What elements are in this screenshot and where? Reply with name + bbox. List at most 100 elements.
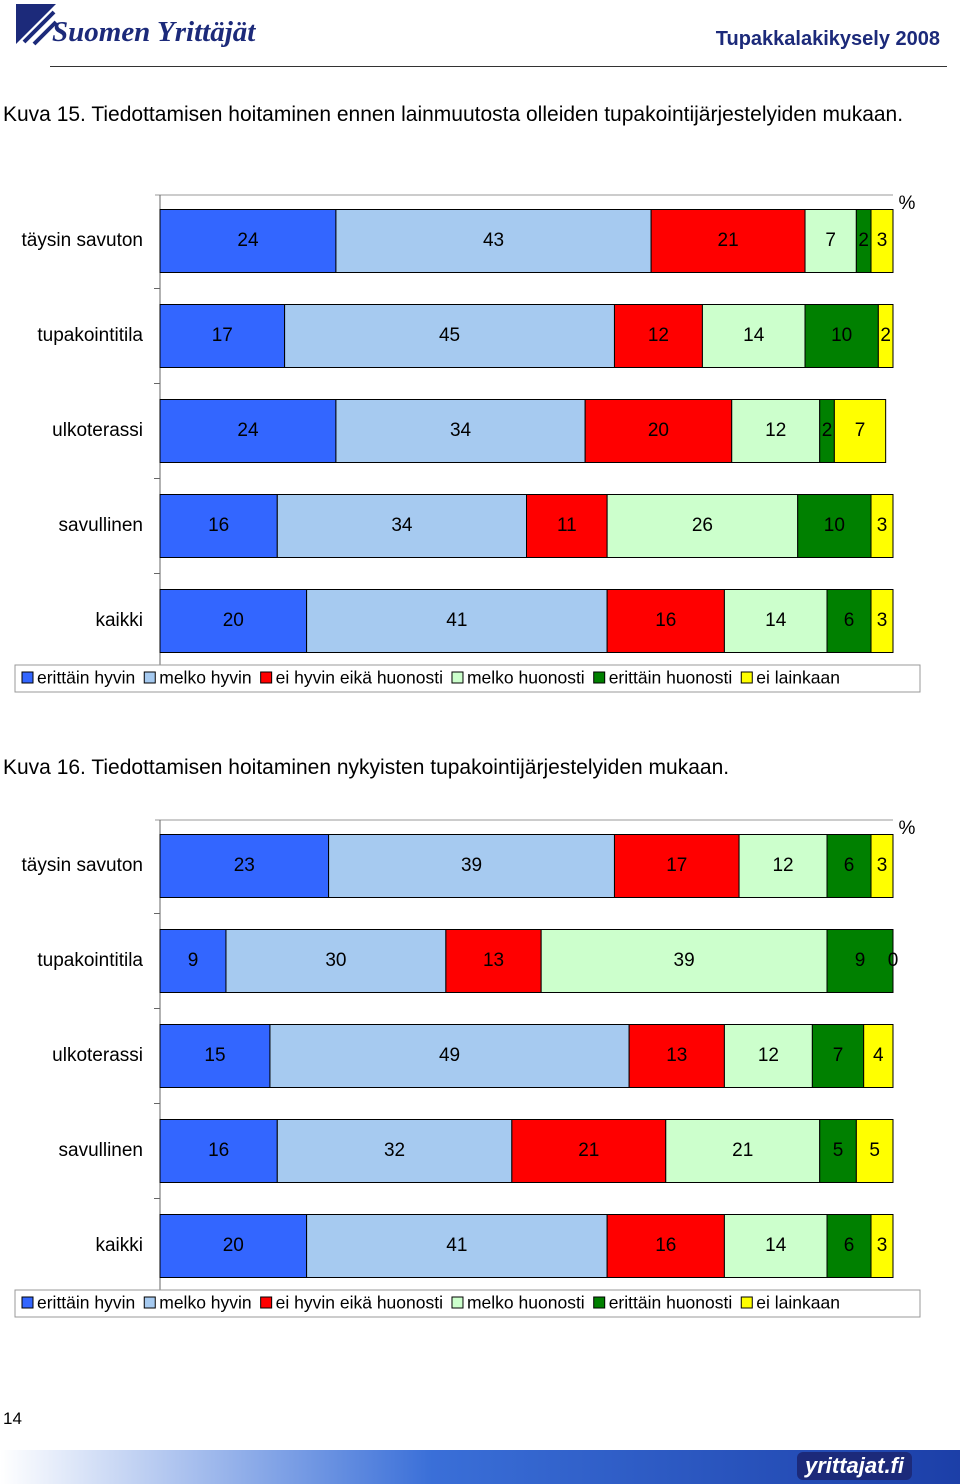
logo-text: Suomen Yrittäjät	[52, 16, 256, 48]
bar-segment	[606, 589, 725, 653]
value-label: 32	[384, 1140, 405, 1161]
value-label: 30	[325, 950, 346, 971]
value-label: 41	[446, 610, 467, 631]
value-label: 16	[208, 515, 229, 536]
legend-label: ei lainkaan	[756, 668, 840, 688]
legend-label: melko hyvin	[159, 668, 251, 688]
value-label: 5	[869, 1140, 880, 1161]
bar-segment	[306, 589, 608, 653]
category-label: kaikki	[95, 610, 143, 631]
value-label: 3	[877, 1235, 888, 1256]
category-label: savullinen	[59, 515, 144, 536]
value-label: 2	[822, 420, 833, 441]
bar-segment	[225, 929, 447, 993]
page-number: 14	[3, 1409, 22, 1428]
value-label: 6	[844, 855, 855, 876]
legend-swatch	[740, 671, 753, 684]
category-label: savullinen	[59, 1140, 144, 1161]
bar-segment	[833, 399, 887, 463]
value-label: 41	[446, 1235, 467, 1256]
bar-segment	[877, 304, 894, 368]
bar-segment	[826, 589, 872, 653]
value-label: 24	[237, 420, 259, 441]
value-label: 26	[692, 515, 713, 536]
value-label: 10	[831, 325, 852, 346]
value-label: 34	[391, 515, 413, 536]
legend-swatch	[451, 671, 464, 684]
legend-label: erittäin hyvin	[37, 1293, 135, 1313]
value-label: 21	[732, 1140, 753, 1161]
value-label: 7	[855, 420, 866, 441]
value-label: 49	[439, 1045, 460, 1066]
value-label: 3	[877, 610, 888, 631]
bar-segment	[276, 494, 527, 558]
caption: Kuva 15. Tiedottamisen hoitaminen ennen …	[3, 103, 904, 126]
value-label: 20	[223, 610, 244, 631]
bar-segment	[804, 209, 857, 273]
bar-segment	[328, 834, 615, 898]
bar-segment	[159, 1024, 271, 1088]
legend-box	[14, 664, 921, 693]
value-label: 3	[877, 515, 888, 536]
value-label: 16	[655, 1235, 676, 1256]
caption: Kuva 16. Tiedottamisen hoitaminen nykyis…	[3, 756, 730, 779]
value-label: 20	[648, 420, 669, 441]
bar-segment	[159, 929, 227, 993]
bar-segment	[723, 589, 828, 653]
bar-segment	[159, 589, 308, 653]
value-label: 13	[483, 950, 504, 971]
legend-swatch	[21, 1296, 34, 1309]
value-label: 12	[772, 855, 793, 876]
value-label: 23	[234, 855, 255, 876]
value-label: 12	[758, 1045, 779, 1066]
bar-segment	[276, 1119, 513, 1183]
value-label: 9	[855, 950, 866, 971]
legend-label: erittäin huonosti	[609, 668, 733, 688]
bar-segment	[159, 494, 278, 558]
value-label: 43	[483, 230, 504, 251]
category-label: kaikki	[95, 1235, 143, 1256]
value-label: 6	[844, 610, 855, 631]
legend-swatch	[593, 1296, 606, 1309]
bar-segment	[584, 399, 733, 463]
legend-label: ei hyvin eikä huonosti	[276, 668, 443, 688]
bar-segment	[797, 494, 872, 558]
report-title: Tupakkalakikysely 2008	[715, 28, 940, 50]
bar-segment	[540, 929, 828, 993]
bar-segment	[811, 1024, 865, 1088]
value-label: 20	[223, 1235, 244, 1256]
legend-label: melko huonosti	[467, 1293, 585, 1313]
unit-label: %	[899, 818, 916, 839]
bar-segment	[159, 304, 286, 368]
bar-segment	[819, 1119, 857, 1183]
value-label: 24	[237, 230, 259, 251]
legend-swatch	[260, 671, 273, 684]
bar-segment	[738, 834, 828, 898]
bar-segment	[335, 399, 586, 463]
value-label: 13	[666, 1045, 687, 1066]
category-label: täysin savuton	[22, 230, 143, 251]
footer-band: yrittajat.fi	[0, 1450, 960, 1484]
value-label: 2	[880, 325, 891, 346]
value-label: 15	[204, 1045, 225, 1066]
bar-segment	[826, 929, 894, 993]
value-label: 7	[833, 1045, 844, 1066]
header: Suomen Yrittäjät Tupakkalakikysely 2008	[0, 0, 960, 70]
value-label: 7	[825, 230, 836, 251]
legend-label: melko huonosti	[467, 668, 585, 688]
category-label: ulkoterassi	[52, 1045, 143, 1066]
category-label: täysin savuton	[22, 855, 143, 876]
legend-swatch	[260, 1296, 273, 1309]
bar-segment	[335, 209, 652, 273]
bar-segment	[613, 834, 740, 898]
legend-swatch	[21, 671, 34, 684]
value-label: 21	[578, 1140, 599, 1161]
value-label: 11	[557, 515, 577, 536]
legend-swatch	[740, 1296, 753, 1309]
value-label: 17	[666, 855, 687, 876]
bar-segment	[870, 494, 894, 558]
legend-label: erittäin huonosti	[609, 1293, 733, 1313]
